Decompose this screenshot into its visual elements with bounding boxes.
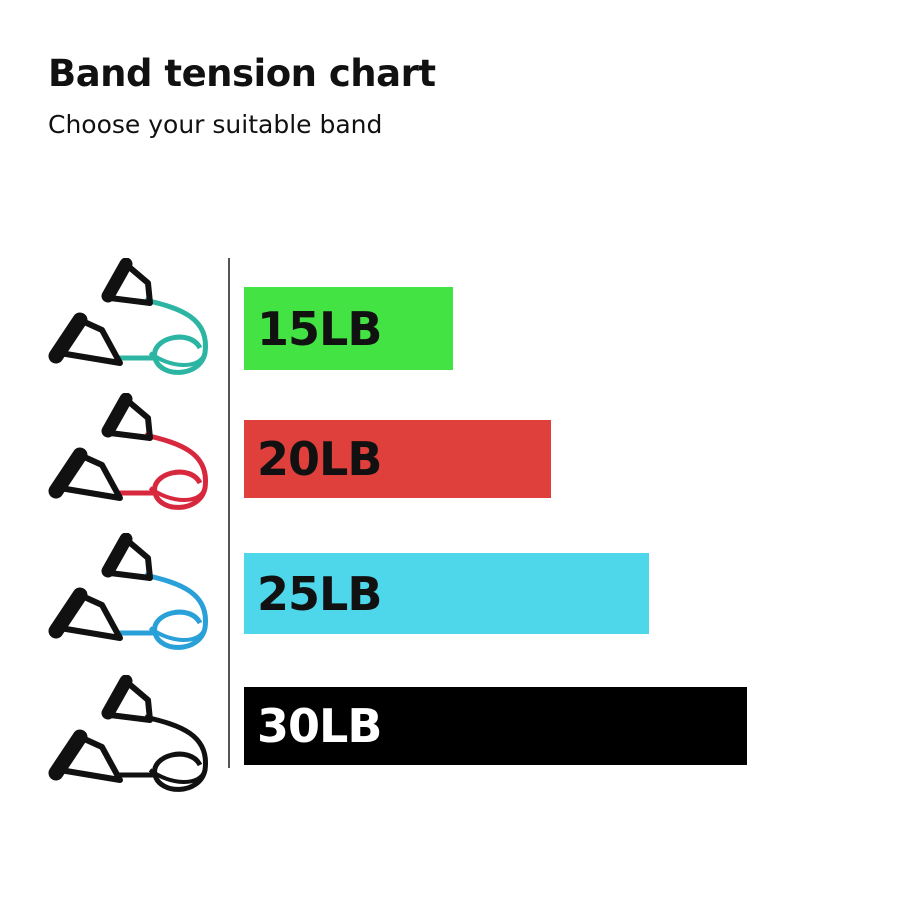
bar-label: 20LB: [257, 432, 382, 486]
y-axis-line: [228, 258, 230, 768]
bar-20lb: 20LB: [244, 420, 551, 498]
resistance-band-icon: [40, 532, 215, 658]
bar-label: 15LB: [257, 301, 382, 356]
resistance-band-icon: [40, 674, 215, 800]
bar-label: 25LB: [257, 566, 382, 621]
chart-subtitle: Choose your suitable band: [48, 110, 383, 139]
bar-label: 30LB: [257, 699, 382, 753]
resistance-band-icon: [40, 257, 215, 383]
resistance-band-icon: [40, 392, 215, 518]
bar-25lb: 25LB: [244, 553, 649, 634]
bar-30lb: 30LB: [244, 687, 747, 765]
chart-title: Band tension chart: [48, 52, 436, 95]
bar-15lb: 15LB: [244, 287, 453, 370]
